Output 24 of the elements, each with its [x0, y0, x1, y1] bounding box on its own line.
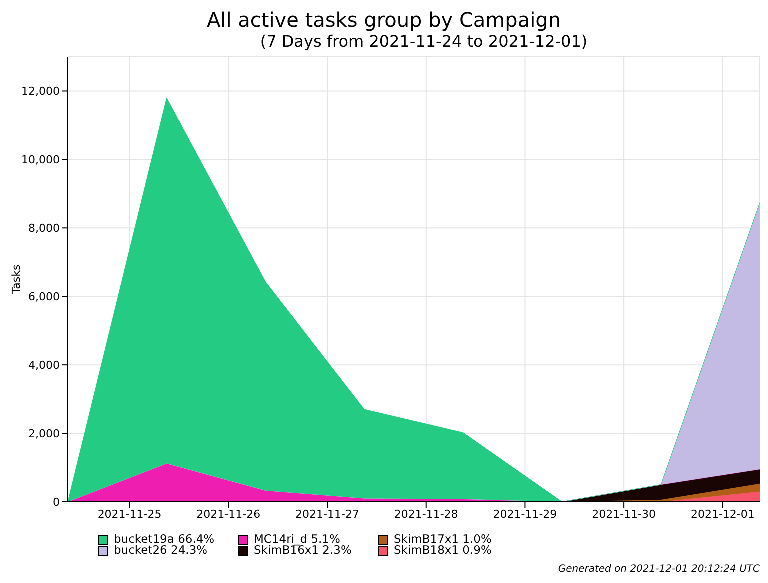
- y-tick-label: 10,000: [22, 154, 60, 167]
- legend-label: SkimB16x1 2.3%: [254, 543, 352, 557]
- y-axis-title: Tasks: [10, 264, 23, 296]
- legend-label: bucket19a 66.4%: [114, 532, 215, 546]
- x-tick-label: 2021-11-26: [196, 508, 261, 521]
- legend-label: MC14ri_d 5.1%: [254, 532, 340, 546]
- y-tick-label: 12,000: [22, 85, 60, 98]
- text: Generated on 2021-12-01 20:12:24 UTC: [557, 564, 760, 575]
- x-tick-label: 2021-12-01: [690, 508, 755, 521]
- y-tick-label: 2,000: [28, 427, 60, 440]
- y-tick-label: 8,000: [28, 222, 60, 236]
- y-tick-label: 0: [53, 496, 60, 509]
- x-tick-label: 2021-11-29: [493, 508, 558, 521]
- x-tick-label: 2021-11-28: [394, 508, 458, 521]
- x-tick-label: 2021-11-27: [296, 508, 360, 521]
- y-tick-label: 4,000: [28, 358, 60, 372]
- legend-label: SkimB17x1 1.0%: [394, 532, 492, 546]
- legend-label: bucket26 24.3%: [114, 543, 208, 557]
- x-tick-label: 2021-11-25: [98, 508, 162, 521]
- y-tick-label: 6,000: [28, 290, 60, 304]
- chart-subtitle: (7 Days from 2021-11-24 to 2021-12-01): [259, 32, 589, 52]
- legend-label: SkimB18x1 0.9%: [394, 543, 492, 557]
- chart-title: All active tasks group by Campaign: [206, 8, 562, 32]
- x-tick-label: 2021-11-30: [592, 508, 656, 521]
